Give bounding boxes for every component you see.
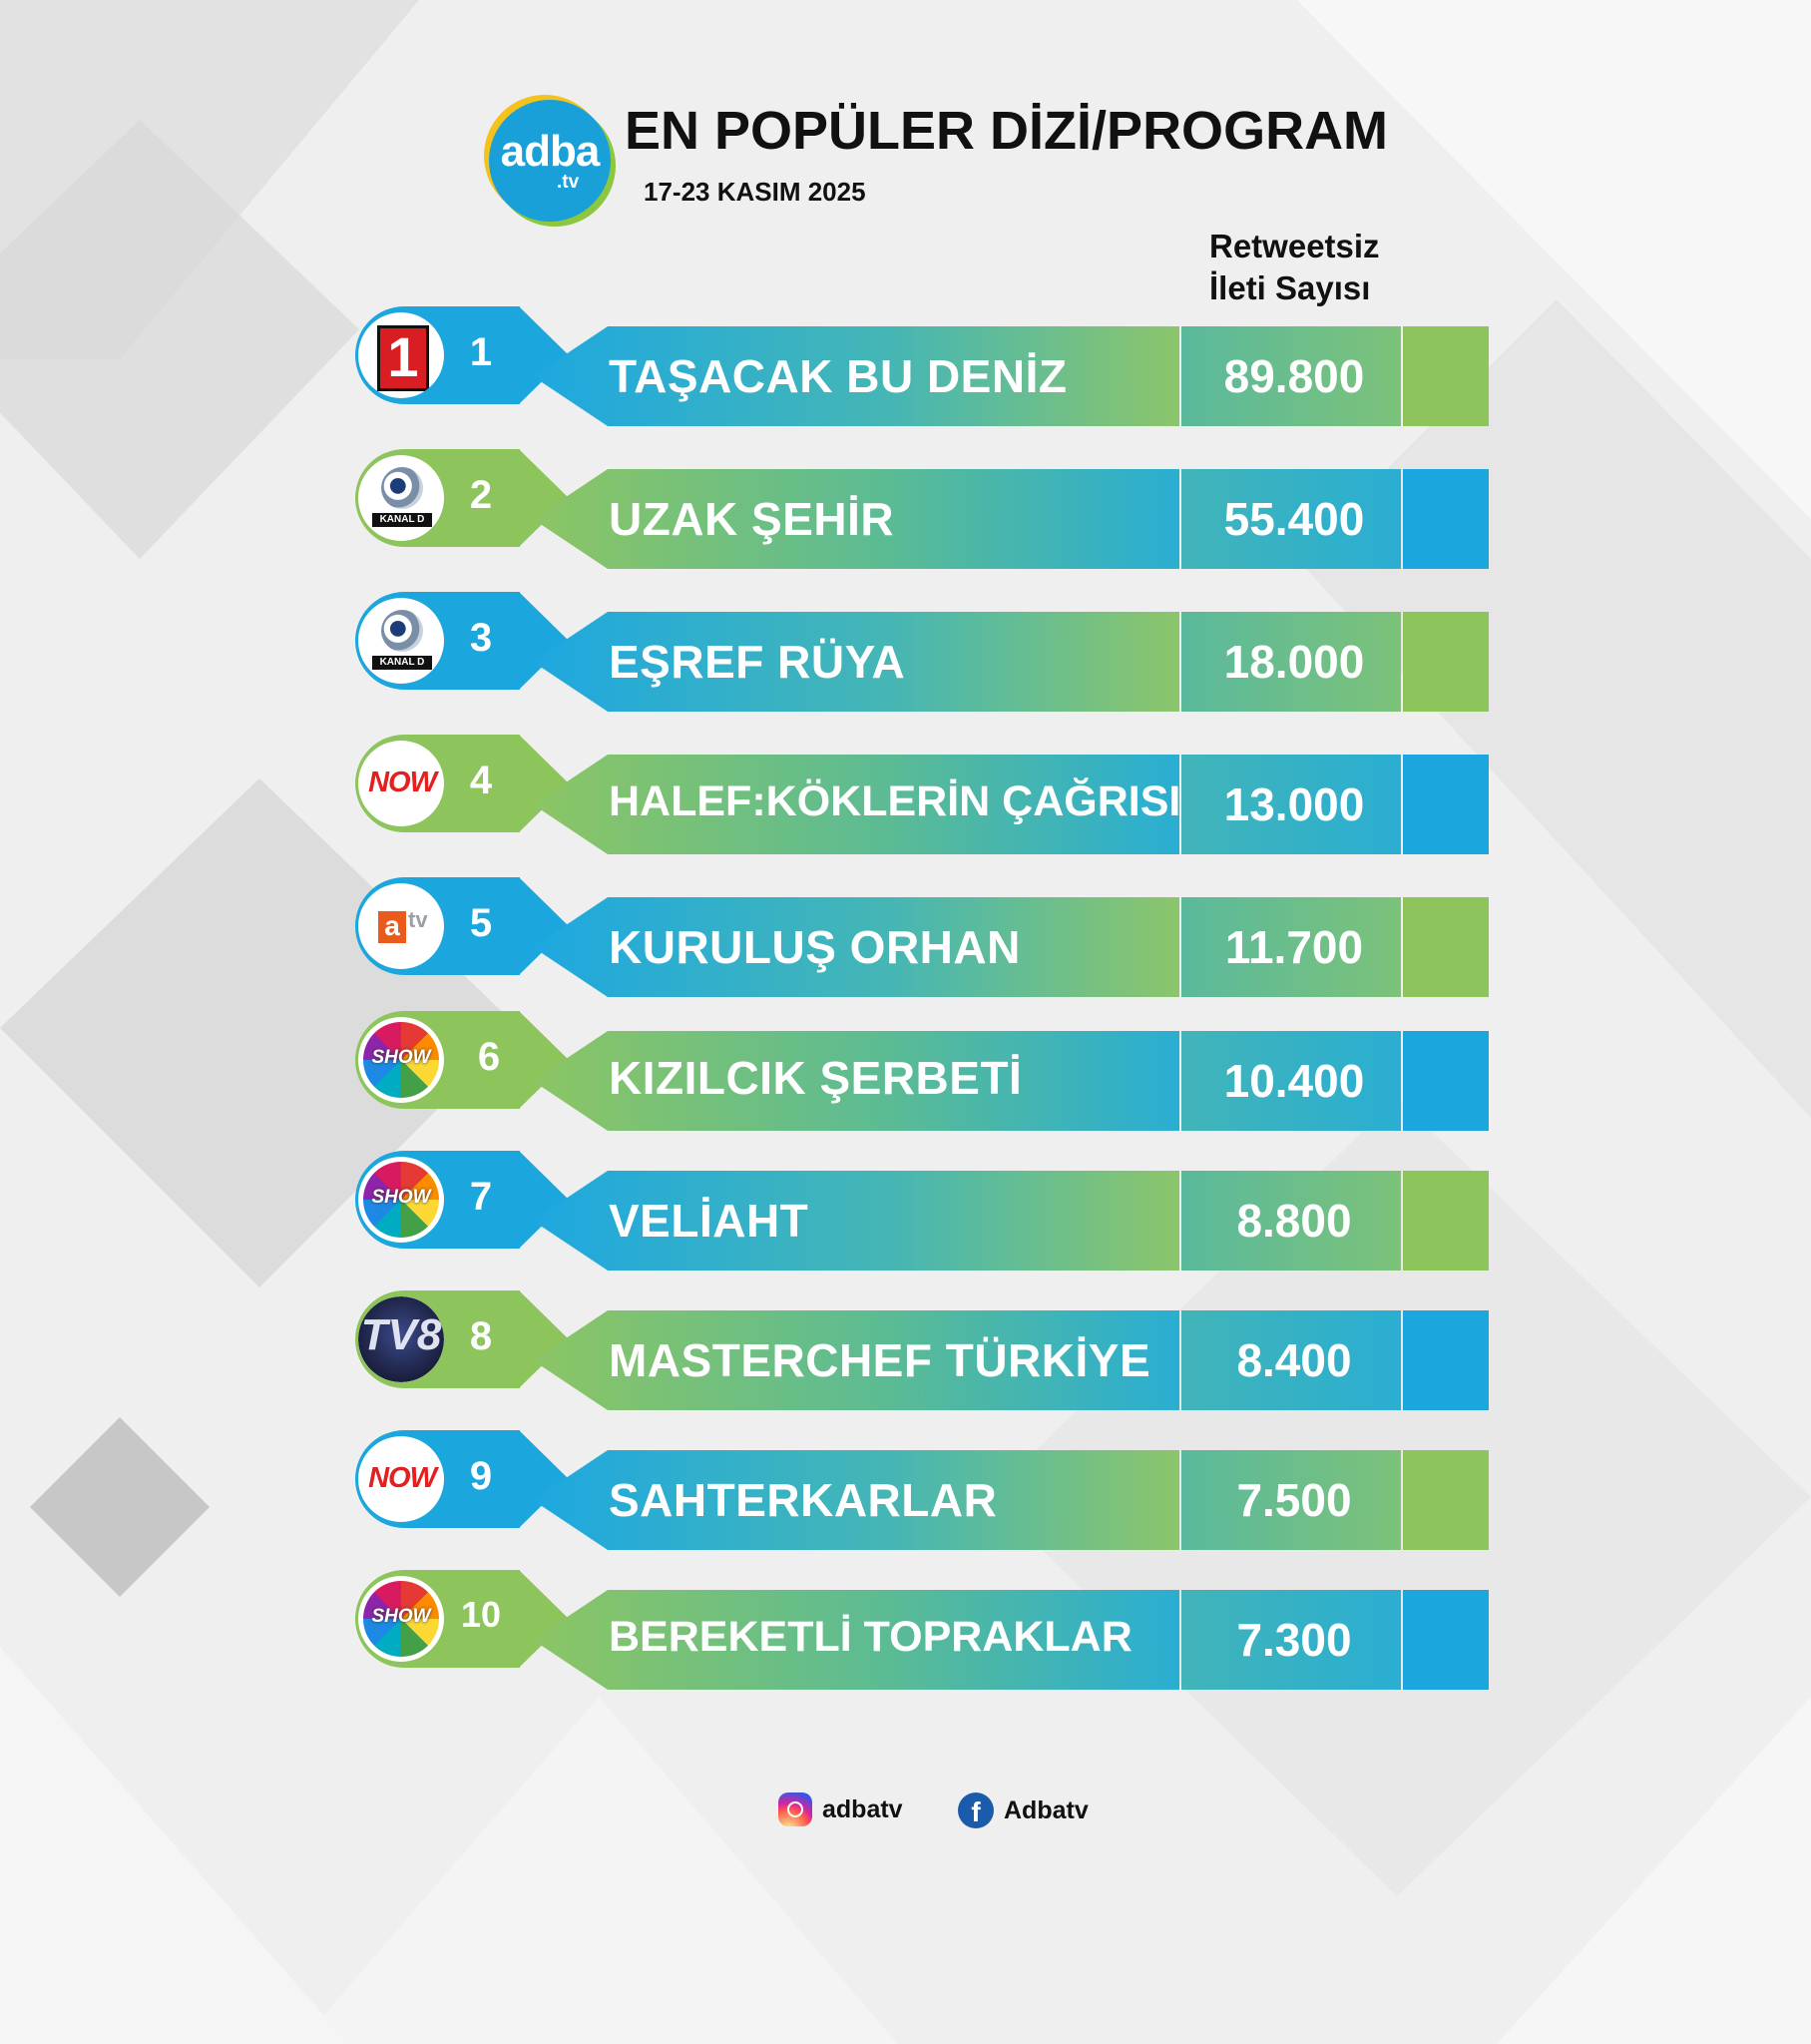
post-count: 7.500 — [1236, 1474, 1352, 1526]
rank-number: 9 — [469, 1454, 493, 1498]
show-name: UZAK ŞEHİR — [609, 493, 895, 545]
column-heading-line2: İleti Sayısı — [1209, 269, 1371, 306]
ranking-row: SHOW 6 KIZILCIK ŞERBETİ 10.400 — [351, 1011, 1489, 1131]
date-range: 17-23 KASIM 2025 — [644, 177, 866, 207]
instagram-handle: adbatv — [822, 1794, 903, 1823]
show-tv-label: SHOW — [371, 1606, 431, 1627]
post-count: 8.800 — [1236, 1195, 1352, 1247]
ranking-row: KANAL D 2 UZAK ŞEHİR 55.400 — [351, 449, 1489, 569]
channel-logo: a tv — [358, 883, 444, 969]
facebook-icon: f — [958, 1792, 994, 1828]
logo-main-text: adba — [500, 127, 601, 176]
kanal-d-label: KANAL D — [372, 656, 432, 670]
ranking-row: NOW 9 SAHTERKARLAR 7.500 — [351, 1430, 1489, 1550]
instagram-icon — [778, 1792, 812, 1826]
show-tv-label: SHOW — [371, 1047, 431, 1068]
show-name: VELİAHT — [609, 1195, 809, 1247]
show-name: KURULUŞ ORHAN — [609, 921, 1021, 973]
rank-number: 10 — [460, 1594, 502, 1635]
show-bar — [533, 1590, 1489, 1690]
kanal-d-label: KANAL D — [372, 513, 432, 527]
rank-number: 2 — [469, 473, 493, 517]
atv-logo-icon: a — [378, 911, 406, 943]
post-count: 55.400 — [1223, 493, 1365, 545]
ranking-row: SHOW 7 VELİAHT 8.800 — [351, 1151, 1489, 1271]
kanal-d-logo-icon — [381, 467, 423, 509]
show-bar — [533, 755, 1489, 854]
ranking-row: 1 1 TAŞACAK BU DENİZ 89.800 — [351, 306, 1489, 426]
post-count: 18.000 — [1223, 636, 1365, 688]
rank-number: 3 — [469, 616, 493, 660]
channel-logo: SHOW — [358, 1017, 444, 1103]
show-bar — [533, 1450, 1489, 1550]
facebook-handle: Adbatv — [1004, 1795, 1089, 1824]
show-tv-logo-icon — [363, 1581, 439, 1657]
rank-number: 6 — [477, 1035, 501, 1079]
rank-number: 5 — [469, 901, 493, 945]
ranking-row: NOW 4 HALEF:KÖKLERİN ÇAĞRISI 13.000 — [351, 735, 1489, 854]
rank-number: 4 — [469, 759, 493, 802]
show-bar — [533, 326, 1489, 426]
channel-logo: NOW — [358, 1436, 444, 1522]
trt1-logo-icon: 1 — [377, 325, 429, 391]
tv8-label: TV8 — [360, 1310, 442, 1359]
adba-logo: adba .tv — [489, 100, 611, 222]
show-tv-logo-icon — [363, 1022, 439, 1098]
ranking-row: a tv 5 KURULUŞ ORHAN 11.700 — [351, 877, 1489, 997]
post-count: 7.300 — [1236, 1614, 1352, 1666]
show-name: BEREKETLİ TOPRAKLAR — [609, 1613, 1132, 1661]
facebook-link[interactable]: f Adbatv — [958, 1792, 1089, 1828]
channel-logo: 1 — [358, 312, 444, 398]
ranking-row: SHOW 10 BEREKETLİ TOPRAKLAR 7.300 — [351, 1570, 1489, 1690]
page-title: EN POPÜLER DİZİ/PROGRAM — [625, 101, 1389, 161]
channel-logo: KANAL D — [358, 455, 444, 541]
now-logo-icon: NOW — [368, 766, 437, 798]
post-count: 10.400 — [1223, 1055, 1365, 1107]
now-logo-icon: NOW — [368, 1462, 437, 1494]
post-count: 13.000 — [1223, 778, 1365, 830]
show-name: TAŞACAK BU DENİZ — [609, 350, 1068, 402]
instagram-link[interactable]: adbatv — [778, 1792, 903, 1826]
tv8-logo-icon — [358, 1296, 444, 1382]
ranking-row: KANAL D 3 EŞREF RÜYA 18.000 — [351, 592, 1489, 712]
rank-number: 1 — [469, 330, 493, 374]
rank-number: 7 — [469, 1175, 493, 1219]
show-bar — [533, 897, 1489, 997]
channel-logo: SHOW — [358, 1157, 444, 1243]
show-name: EŞREF RÜYA — [609, 636, 906, 688]
atv-logo-tv: tv — [408, 907, 428, 932]
rank-number: 8 — [469, 1314, 493, 1358]
show-name: MASTERCHEF TÜRKİYE — [609, 1334, 1151, 1386]
show-tv-logo-icon — [363, 1162, 439, 1238]
channel-logo: KANAL D — [358, 598, 444, 684]
show-name: KIZILCIK ŞERBETİ — [609, 1052, 1023, 1104]
show-bar — [533, 1031, 1489, 1131]
show-name: HALEF:KÖKLERİN ÇAĞRISI — [609, 777, 1181, 825]
show-bar — [533, 1310, 1489, 1410]
show-tv-label: SHOW — [371, 1187, 431, 1208]
ranking-row: TV8 8 MASTERCHEF TÜRKİYE 8.400 — [351, 1290, 1489, 1410]
column-heading-line1: Retweetsiz — [1209, 228, 1380, 264]
post-count: 11.700 — [1224, 921, 1364, 973]
post-count: 8.400 — [1236, 1334, 1352, 1386]
post-count: 89.800 — [1223, 350, 1365, 402]
channel-logo: SHOW — [358, 1576, 444, 1662]
show-bar — [533, 612, 1489, 712]
show-bar — [533, 469, 1489, 569]
show-bar — [533, 1171, 1489, 1271]
logo-sub-text: .tv — [557, 172, 580, 193]
channel-logo: TV8 — [358, 1296, 444, 1382]
show-name: SAHTERKARLAR — [609, 1474, 998, 1526]
kanal-d-logo-icon — [381, 610, 423, 652]
channel-logo: NOW — [358, 741, 444, 826]
